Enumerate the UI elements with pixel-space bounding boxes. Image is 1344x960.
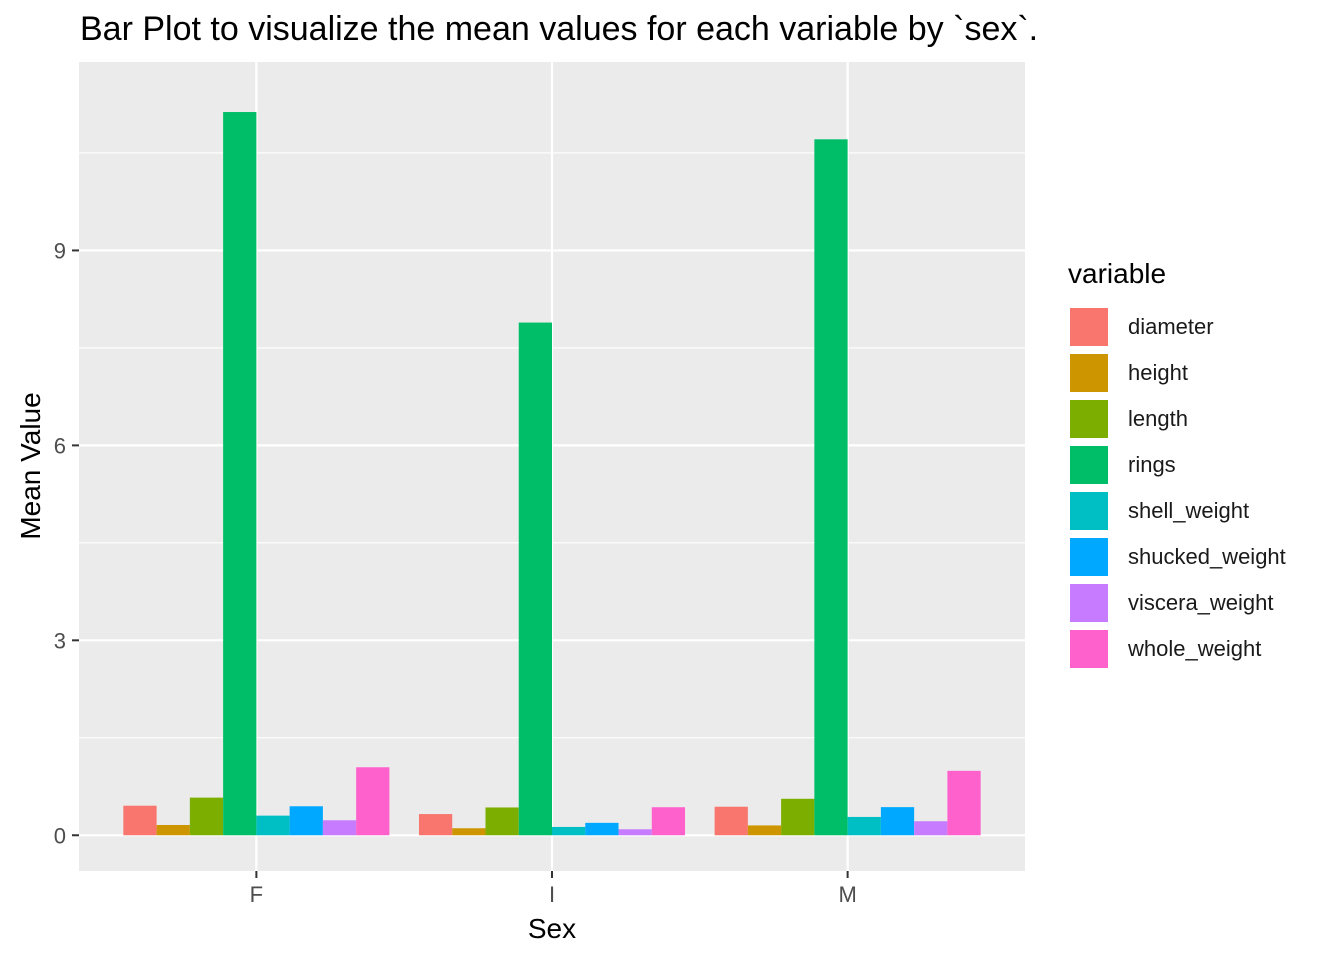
legend-label: rings xyxy=(1128,452,1176,477)
bar-diameter-I xyxy=(418,814,453,836)
legend-label: whole_weight xyxy=(1128,636,1262,661)
y-tick-label: 0 xyxy=(54,823,66,848)
x-tick-label-M: M xyxy=(838,882,856,907)
legend-item-rings: rings xyxy=(1068,442,1286,488)
legend-label: viscera_weight xyxy=(1128,590,1274,615)
bar-rings-M xyxy=(814,139,848,836)
legend-swatch xyxy=(1068,352,1110,394)
chart-title: Bar Plot to visualize the mean values fo… xyxy=(80,10,1039,48)
legend-swatch xyxy=(1068,306,1110,348)
bar-rings-I xyxy=(518,322,552,836)
legend-item-viscera_weight: viscera_weight xyxy=(1068,580,1286,626)
legend-swatch xyxy=(1068,628,1110,670)
legend-item-whole_weight: whole_weight xyxy=(1068,626,1286,672)
bar-length-M xyxy=(781,798,815,836)
bar-rings-F xyxy=(223,112,257,836)
bars xyxy=(123,112,981,836)
bar-shucked_weight-M xyxy=(880,807,915,836)
legend-label: diameter xyxy=(1128,314,1214,339)
bar-whole_weight-M xyxy=(947,770,981,836)
bar-length-I xyxy=(485,807,519,836)
bar-viscera_weight-M xyxy=(914,821,948,836)
bar-diameter-M xyxy=(714,806,748,836)
legend-label: shucked_weight xyxy=(1128,544,1286,569)
x-axis-label: Sex xyxy=(528,913,576,944)
bar-shucked_weight-F xyxy=(289,806,323,836)
legend-swatch xyxy=(1068,582,1110,624)
x-tick-label-I: I xyxy=(549,882,555,907)
legend: variable diameter height length rings shell_… xyxy=(1068,258,1286,672)
y-tick-label: 6 xyxy=(54,433,66,458)
y-axis: 0 3 6 9 xyxy=(54,238,79,848)
bar-height-I xyxy=(452,828,486,836)
y-axis-label: Mean Value xyxy=(15,392,46,539)
legend-item-diameter: diameter xyxy=(1068,304,1286,350)
y-tick-label: 9 xyxy=(54,238,66,263)
x-tick-label-F: F xyxy=(250,882,263,907)
legend-swatch xyxy=(1068,444,1110,486)
bar-diameter-F xyxy=(123,805,157,836)
bar-shucked_weight-I xyxy=(585,822,619,836)
legend-label: height xyxy=(1128,360,1188,385)
legend-swatch xyxy=(1068,398,1110,440)
bar-viscera_weight-I xyxy=(618,829,652,836)
bar-length-F xyxy=(189,797,224,836)
bar-height-F xyxy=(156,824,190,836)
bar-shell_weight-I xyxy=(552,826,586,836)
bar-shell_weight-M xyxy=(847,816,881,836)
legend-label: shell_weight xyxy=(1128,498,1250,523)
legend-item-length: length xyxy=(1068,396,1286,442)
legend-item-shucked_weight: shucked_weight xyxy=(1068,534,1286,580)
bar-whole_weight-I xyxy=(651,807,686,836)
legend-item-shell_weight: shell_weight xyxy=(1068,488,1286,534)
bar-height-M xyxy=(747,825,782,836)
legend-swatch xyxy=(1068,536,1110,578)
y-tick-label: 3 xyxy=(54,628,66,653)
legend-label: length xyxy=(1128,406,1188,431)
legend-swatch xyxy=(1068,490,1110,532)
legend-item-height: height xyxy=(1068,350,1286,396)
bar-whole_weight-F xyxy=(356,767,390,836)
bar-shell_weight-F xyxy=(256,815,290,836)
bar-viscera_weight-F xyxy=(322,820,357,836)
legend-title: variable xyxy=(1068,258,1167,289)
